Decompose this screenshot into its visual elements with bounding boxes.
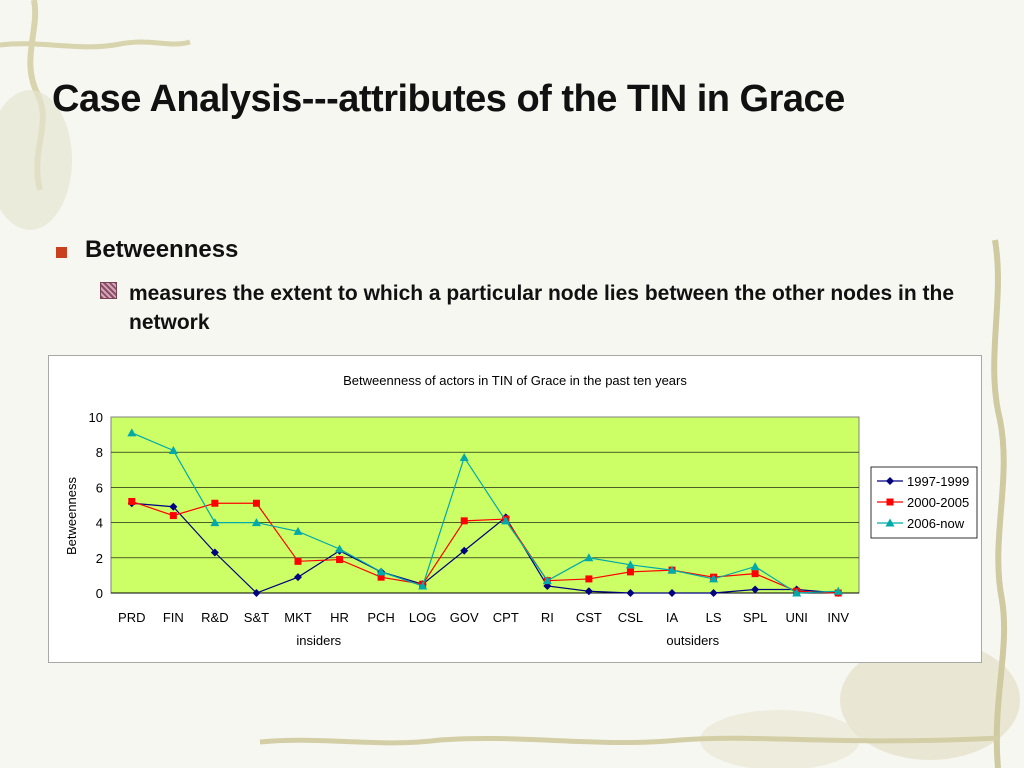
y-tick-label: 10 <box>89 410 103 425</box>
data-point-1997-1999 <box>751 585 760 594</box>
data-point-2006-now <box>335 544 345 553</box>
x-tick-label: PCH <box>367 610 394 625</box>
data-point-1997-1999 <box>584 587 593 596</box>
x-tick-label: UNI <box>785 610 807 625</box>
data-point-2000-2005 <box>211 499 219 507</box>
x-tick-label: CSL <box>618 610 643 625</box>
data-point-2000-2005 <box>585 575 593 583</box>
betweenness-line-chart: Betweenness of actors in TIN of Grace in… <box>64 373 978 648</box>
data-point-2000-2005 <box>377 573 385 581</box>
data-point-2000-2005 <box>626 568 634 576</box>
bullet-square-icon <box>56 246 67 258</box>
data-point-2006-now <box>542 576 552 585</box>
x-tick-label: CST <box>576 610 602 625</box>
bullet-text: Betweenness <box>85 236 239 263</box>
data-point-2000-2005 <box>460 517 468 525</box>
data-point-2000-2005 <box>169 512 177 520</box>
x-tick-label: LS <box>706 610 722 625</box>
data-point-2006-now <box>251 518 261 527</box>
data-point-1997-1999 <box>210 548 219 557</box>
plot-area: 0 2 4 6 8 10 PRD FIN R&D S&T MKT HR PCH LOG GOV CPT RI CS… <box>89 410 978 648</box>
data-point-1997-1999 <box>668 589 676 597</box>
data-point-1997-1999 <box>169 502 178 511</box>
data-point-2006-now <box>376 567 386 576</box>
series-line-2006-now <box>131 432 839 594</box>
data-point-2006-now <box>584 553 594 562</box>
x-tick-label: LOG <box>409 610 436 625</box>
group-label: insiders <box>296 633 341 648</box>
x-tick-label: PRD <box>118 610 145 625</box>
x-tick-label: S&T <box>244 610 269 625</box>
data-point-2006-now <box>833 586 843 595</box>
data-point-2006-now <box>127 428 137 437</box>
legend-label: 2000-2005 <box>907 495 969 510</box>
data-point-2006-now <box>459 452 469 461</box>
data-point-2000-2005 <box>294 557 302 565</box>
group-label: outsiders <box>666 633 719 648</box>
data-point-2000-2005 <box>128 497 136 505</box>
data-point-2006-now <box>418 581 428 590</box>
series-line-1997-1999 <box>131 502 839 594</box>
data-point-2000-2005 <box>751 570 759 578</box>
data-point-2006-now <box>750 562 760 571</box>
data-point-1997-1999 <box>709 589 718 597</box>
x-tick-label: MKT <box>284 610 312 625</box>
data-point-1997-1999 <box>460 546 469 555</box>
data-point-1997-1999 <box>252 589 261 597</box>
data-point-2006-now <box>792 588 802 597</box>
y-tick-label: 2 <box>96 551 103 566</box>
data-point-2000-2005 <box>252 499 260 507</box>
data-point-1997-1999 <box>626 589 635 597</box>
plot-background <box>110 416 860 594</box>
data-point-2006-now <box>625 560 635 569</box>
x-tick-label: SPL <box>743 610 768 625</box>
chart-container: Betweenness of actors in TIN of Grace in… <box>48 355 982 663</box>
sub-bullet-text: measures the extent to which a particula… <box>129 282 955 334</box>
data-point-2006-now <box>293 526 303 535</box>
bullet-betweenness: Betweenness <box>52 236 238 264</box>
data-point-2000-2005 <box>336 556 344 564</box>
x-tick-label: HR <box>330 610 349 625</box>
y-tick-label: 4 <box>96 516 103 531</box>
data-point-2006-now <box>709 574 719 583</box>
x-tick-label: RI <box>541 610 554 625</box>
x-tick-label: INV <box>827 610 849 625</box>
legend-marker <box>885 518 895 527</box>
legend-label: 2006-now <box>907 516 965 531</box>
y-axis-label: Betweenness <box>64 476 79 555</box>
x-tick-label: GOV <box>450 610 479 625</box>
data-point-2006-now <box>667 565 677 574</box>
sub-bullet: measures the extent to which a particula… <box>98 279 998 337</box>
legend-marker <box>886 477 894 485</box>
chart-title: Betweenness of actors in TIN of Grace in… <box>343 373 687 388</box>
y-tick-label: 0 <box>96 586 103 601</box>
data-point-2006-now <box>210 518 220 527</box>
data-point-2006-now <box>501 516 511 525</box>
x-tick-label: FIN <box>163 610 184 625</box>
x-tick-label: IA <box>666 610 679 625</box>
y-tick-label: 8 <box>96 445 103 460</box>
sub-bullet-icon <box>100 282 117 299</box>
data-point-1997-1999 <box>294 573 302 582</box>
x-tick-label: CPT <box>493 610 519 625</box>
y-tick-label: 6 <box>96 480 103 495</box>
legend-marker <box>886 498 894 506</box>
x-tick-label: R&D <box>201 610 228 625</box>
legend-label: 1997-1999 <box>907 474 969 489</box>
data-point-2006-now <box>168 445 178 454</box>
slide-title: Case Analysis---attributes of the TIN in… <box>52 78 845 120</box>
